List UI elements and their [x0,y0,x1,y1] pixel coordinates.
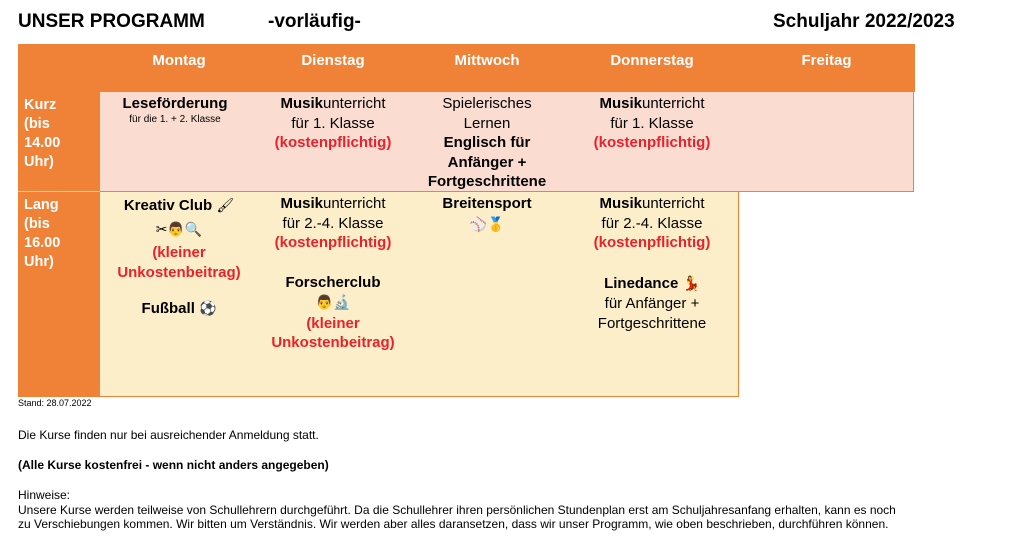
course-title-sport: Fußball ⚽ [141,300,217,317]
row-lang-background [100,192,739,397]
paintbrush-icon: 🖌 [216,198,235,214]
day-header-bar [18,44,915,92]
cell-lang-monday: Kreativ Club 🖌 ✂👨🔍 (kleiner Unkostenbeit… [100,196,258,320]
notice-free: (Alle Kurse kostenfrei - wenn nicht ande… [18,458,329,472]
hinweise-line-2: zu Verschiebungen kommen. Wir bitten um … [18,517,889,531]
dancer-icon: 💃 [682,275,700,292]
school-year: Schuljahr 2022/2023 [773,11,955,32]
course-class: für 1. Klasse [610,114,694,132]
course-title: Breitensport [442,195,532,212]
page-title: UNSER PROGRAMM [18,11,205,32]
cell-kurz-tuesday: Musikunterricht für 1. Klasse (kostenpfl… [258,94,408,153]
cost-label: (kostenpflichtig) [593,234,711,251]
hinweise-line-1: Unsere Kurse werden teilweise von Schull… [18,503,896,517]
course-title: Musikunterricht [599,195,705,212]
course-note: für die 1. + 2. Klasse [129,113,221,125]
status-label: -vorläufig- [268,11,361,32]
course-class: für 2.-4. Klasse [601,214,703,232]
cell-lang-wednesday: Breitensport ⚾🥇 [408,194,566,235]
row-kurz-background [100,92,914,192]
row-label-lang: Lang (bis 16.00 Uhr) [24,197,61,270]
dance-title: Linedance 💃 [604,274,700,292]
person-microscope-icons: 👨🔬 [315,295,351,311]
cell-kurz-wednesday: Spielerisches Lernen Englisch für Anfäng… [427,95,547,190]
course-title: Musikunterricht [280,195,386,212]
row-label-column [18,92,100,397]
day-header-monday: Montag [152,52,206,69]
scissors-person-magnifier-icons: ✂👨🔍 [155,221,203,238]
club-title: Forscherclub [285,273,381,291]
day-header-wednesday: Mittwoch [454,52,520,69]
stand-date: Stand: 28.07.2022 [18,398,92,408]
course-title: Musikunterricht [280,95,386,112]
cell-lang-thursday: Musikunterricht für 2.-4. Klasse (kosten… [566,194,738,333]
course-title: Kreativ Club 🖌 [123,197,235,214]
row-label-kurz: Kurz (bis 14.00 Uhr) [24,97,61,170]
soccer-ball-icon: ⚽ [199,301,217,317]
cost-label: (kostenpflichtig) [274,134,392,151]
row-divider [18,191,100,192]
notice-registration: Die Kurse finden nur bei ausreichender A… [18,428,319,442]
cell-lang-tuesday: Musikunterricht für 2.-4. Klasse (kosten… [258,194,408,353]
day-header-friday: Freitag [801,52,852,69]
course-title: Leseförderung [122,95,228,112]
course-class: für 2.-4. Klasse [282,214,384,232]
course-title: Musikunterricht [599,95,705,112]
hinweise-label: Hinweise: [18,488,71,502]
cost-label: (kostenpflichtig) [274,234,392,251]
day-header-thursday: Donnerstag [610,52,694,69]
cell-kurz-monday: Leseförderung für die 1. + 2. Klasse [100,94,250,126]
course-class: für 1. Klasse [291,114,375,132]
ball-medal-icons: ⚾🥇 [469,216,505,233]
day-header-tuesday: Dienstag [301,52,365,69]
cost-label: (kostenpflichtig) [593,134,711,151]
cell-kurz-thursday: Musikunterricht für 1. Klasse (kostenpfl… [566,94,738,153]
